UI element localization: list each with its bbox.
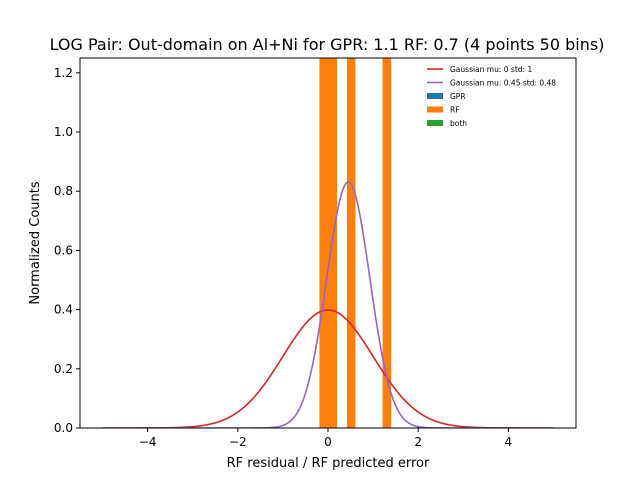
y-tick-label: 0.8	[54, 184, 73, 198]
legend-patch-swatch	[427, 106, 443, 113]
x-axis-label: RF residual / RF predicted error	[227, 456, 430, 471]
histogram-bar-4	[382, 58, 392, 428]
histogram-bar-1	[319, 58, 328, 428]
x-tick-label: 4	[505, 435, 513, 449]
y-tick-label: 0.2	[54, 362, 73, 376]
y-tick-label: 0.4	[54, 303, 73, 317]
x-tick-label: −4	[139, 435, 157, 449]
y-tick-label: 1.0	[54, 125, 73, 139]
legend-label: GPR	[450, 92, 466, 101]
histogram-bar-3	[346, 58, 356, 428]
legend-label: Gaussian mu: 0.45 std: 0.48	[450, 79, 556, 88]
chart-title: LOG Pair: Out-domain on Al+Ni for GPR: 1…	[50, 35, 605, 54]
legend-patch-swatch	[427, 120, 443, 126]
y-tick-label: 1.2	[54, 66, 73, 80]
y-tick-label: 0.0	[54, 421, 73, 435]
legend: Gaussian mu: 0 std: 1 Gaussian mu: 0.45 s…	[427, 65, 556, 128]
y-axis-label: Normalized Counts	[28, 181, 43, 304]
legend-label: Gaussian mu: 0 std: 1	[450, 65, 532, 74]
plot-axes: −4 −2 0 2 4 0.0 0.2 0.4 0.6 0.8 1.0 1.2	[54, 57, 577, 449]
legend-patch-swatch	[427, 93, 443, 99]
legend-label: RF	[450, 106, 460, 115]
legend-label: both	[450, 119, 467, 128]
y-tick-label: 0.6	[54, 243, 73, 257]
gaussian-curve-2	[102, 181, 554, 428]
x-tick-label: 0	[324, 435, 332, 449]
x-tick-label: 2	[414, 435, 422, 449]
x-tick-label: −2	[229, 435, 247, 449]
